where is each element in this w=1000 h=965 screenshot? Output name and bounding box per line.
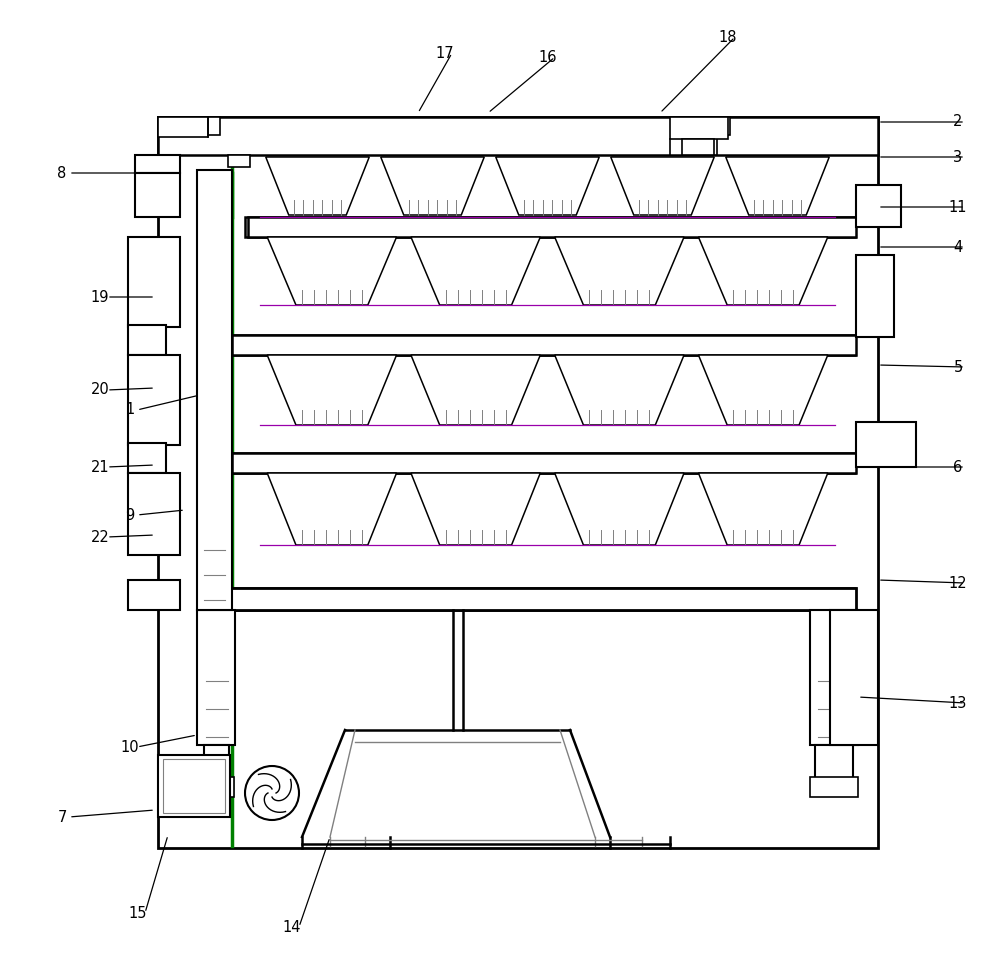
Bar — [128, 443, 166, 473]
Bar — [232, 453, 856, 473]
Text: 16: 16 — [539, 49, 557, 65]
Polygon shape — [726, 157, 829, 215]
Text: 6: 6 — [953, 459, 963, 475]
Bar — [815, 745, 853, 780]
Bar — [135, 155, 180, 173]
Text: 10: 10 — [121, 739, 139, 755]
Polygon shape — [555, 237, 684, 305]
Polygon shape — [698, 355, 828, 425]
Bar — [197, 170, 232, 610]
Text: 18: 18 — [719, 30, 737, 44]
Text: 8: 8 — [57, 166, 67, 180]
Polygon shape — [611, 157, 714, 215]
Bar — [128, 325, 166, 355]
Polygon shape — [555, 473, 684, 545]
Bar — [158, 755, 230, 817]
Bar — [220, 588, 855, 610]
Bar — [128, 473, 180, 555]
Bar — [682, 139, 714, 155]
Polygon shape — [411, 473, 540, 545]
Bar — [680, 117, 730, 135]
Text: 14: 14 — [283, 920, 301, 934]
Text: 17: 17 — [436, 45, 454, 61]
Bar — [222, 588, 856, 610]
Bar — [135, 173, 180, 217]
Bar — [856, 422, 916, 467]
Text: 9: 9 — [125, 508, 135, 522]
Polygon shape — [555, 355, 684, 425]
Bar — [810, 777, 858, 797]
Polygon shape — [411, 355, 540, 425]
Bar — [810, 610, 858, 745]
Polygon shape — [411, 237, 540, 305]
Circle shape — [245, 766, 299, 820]
Bar — [128, 355, 180, 445]
Bar — [158, 117, 208, 137]
Bar — [245, 217, 855, 237]
Bar — [228, 155, 250, 167]
Polygon shape — [267, 355, 397, 425]
Text: 20: 20 — [91, 382, 109, 398]
Bar — [693, 135, 717, 155]
Bar — [232, 335, 856, 355]
Bar — [163, 759, 225, 813]
Bar — [128, 237, 180, 327]
Bar — [248, 217, 856, 237]
Bar — [128, 580, 180, 610]
Text: 5: 5 — [953, 360, 963, 374]
Bar — [230, 335, 855, 355]
Bar — [199, 777, 234, 797]
Text: 4: 4 — [953, 239, 963, 255]
Bar — [197, 610, 235, 745]
Polygon shape — [496, 157, 599, 215]
Bar — [670, 117, 728, 139]
Polygon shape — [267, 237, 397, 305]
Polygon shape — [266, 157, 369, 215]
Text: 11: 11 — [949, 200, 967, 214]
Text: 2: 2 — [953, 115, 963, 129]
Text: 3: 3 — [953, 150, 963, 164]
Bar — [158, 117, 878, 155]
Bar — [856, 255, 894, 337]
Bar — [830, 610, 878, 745]
Text: 19: 19 — [91, 290, 109, 305]
Bar — [230, 453, 855, 473]
Polygon shape — [381, 157, 484, 215]
Bar — [204, 745, 229, 780]
Text: 12: 12 — [949, 575, 967, 591]
Text: 22: 22 — [91, 530, 109, 544]
Text: 13: 13 — [949, 696, 967, 710]
Text: 21: 21 — [91, 459, 109, 475]
Text: 15: 15 — [129, 905, 147, 921]
Polygon shape — [698, 237, 828, 305]
Text: 1: 1 — [125, 402, 135, 418]
Polygon shape — [267, 473, 397, 545]
Text: 7: 7 — [57, 810, 67, 824]
Polygon shape — [698, 473, 828, 545]
Bar — [158, 117, 220, 135]
Bar — [158, 117, 878, 848]
Bar — [856, 185, 901, 227]
